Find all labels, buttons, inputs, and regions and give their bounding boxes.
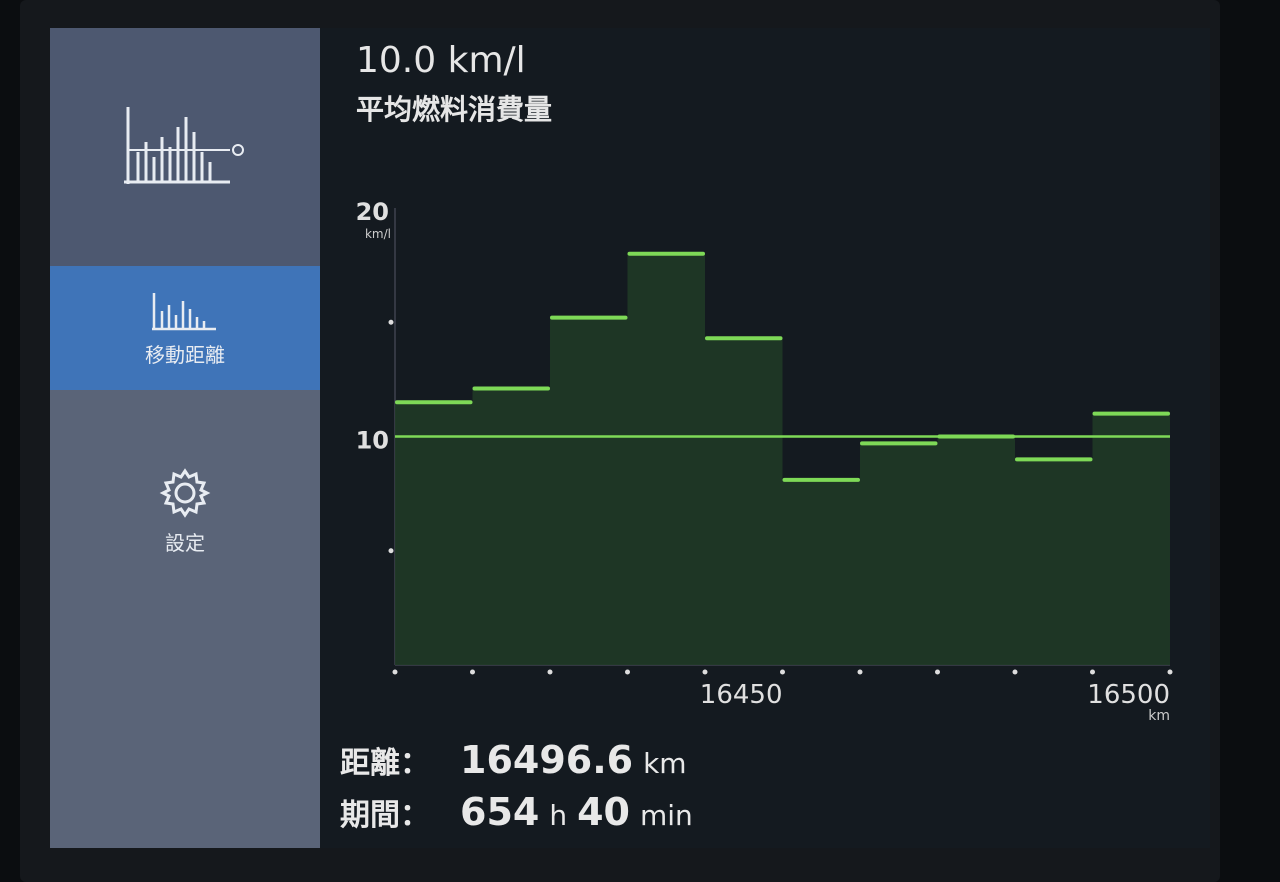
- period-hours-unit: h: [549, 799, 568, 832]
- display-bezel: 移動距離 設定 10.0 km/l 平均燃料消費量 20 10 km/l 16450 1…: [20, 0, 1220, 882]
- period-minutes: 40: [577, 790, 630, 834]
- sidebar: 移動距離 設定: [50, 28, 320, 848]
- sidebar-item-label: 設定: [165, 530, 205, 555]
- bar: [782, 479, 860, 665]
- bar: [937, 436, 1015, 665]
- x-tick-label: 16450: [700, 680, 783, 710]
- period-label: 期間：: [340, 798, 430, 833]
- y-minor-tick: [388, 319, 394, 325]
- bar: [705, 338, 783, 665]
- bar: [472, 388, 550, 665]
- x-minor-tick: [702, 669, 708, 675]
- bar: [627, 253, 705, 665]
- x-minor-tick: [625, 669, 630, 675]
- distance-row: 距離： 16496.6 km: [340, 738, 687, 782]
- period-row: 期間： 654 h 40 min: [340, 790, 693, 834]
- average-consumption-value: 10.0 km/l: [356, 40, 526, 81]
- bar-chart-logo-icon: [124, 107, 244, 184]
- distance-unit: km: [643, 747, 687, 780]
- main-panel: 10.0 km/l 平均燃料消費量 20 10 km/l 16450 16500 km 距…: [320, 28, 1210, 848]
- x-unit-label: km: [1148, 708, 1170, 724]
- period-hours: 654: [460, 790, 540, 834]
- y-minor-tick: [388, 548, 394, 554]
- distance-label: 距離：: [340, 746, 430, 781]
- x-minor-tick: [935, 669, 940, 675]
- distance-value: 16496.6: [460, 738, 634, 782]
- sidebar-item-label: 移動距離: [145, 342, 225, 367]
- period-minutes-unit: min: [639, 799, 693, 832]
- x-minor-tick: [780, 669, 785, 675]
- x-minor-tick: [392, 669, 398, 675]
- sidebar-item-settings[interactable]: 設定: [50, 448, 320, 572]
- y-tick-label: 20: [356, 198, 389, 226]
- screen: 移動距離 設定 10.0 km/l 平均燃料消費量 20 10 km/l 16450 1…: [50, 28, 1210, 848]
- x-tick-label: 16500: [1087, 680, 1170, 710]
- bar: [550, 317, 628, 665]
- x-minor-tick: [547, 669, 553, 675]
- x-minor-tick: [1090, 669, 1095, 675]
- bar: [395, 402, 473, 665]
- x-minor-tick: [857, 669, 863, 675]
- bar: [860, 443, 938, 665]
- x-minor-tick: [470, 669, 475, 675]
- sidebar-header: [50, 28, 320, 266]
- average-consumption-label: 平均燃料消費量: [356, 93, 553, 126]
- bar-chart-icon: [152, 292, 216, 330]
- y-unit-label: km/l: [365, 227, 391, 241]
- x-minor-tick: [1167, 669, 1173, 675]
- x-minor-tick: [1012, 669, 1018, 675]
- y-tick-label: 10: [356, 427, 389, 455]
- sidebar-item-distance[interactable]: 移動距離: [50, 266, 320, 390]
- gear-icon: [159, 467, 211, 518]
- bar: [1015, 459, 1093, 665]
- bar: [1092, 413, 1170, 665]
